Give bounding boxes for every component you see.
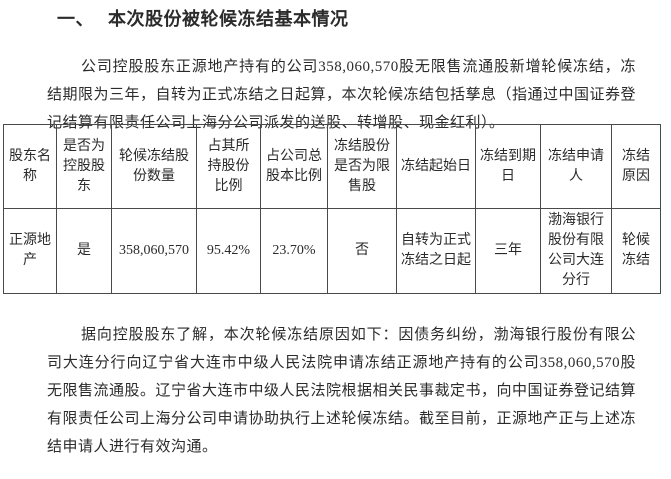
table-header-cell: 占其所持股份比例: [196, 124, 261, 209]
table-header-cell: 轮候冻结股份数量: [111, 124, 197, 209]
table-header-cell: 是否为控股股东: [56, 124, 112, 209]
share-freeze-table: 股东名称 是否为控股股东 轮候冻结股份数量 占其所持股份比例 占公司总股本比例 冻结股份是…: [3, 124, 661, 294]
table-header-cell: 冻结股份是否为限售股: [327, 124, 397, 209]
table-row: 正源地产是 358,060,570 95.42% 23.70% 否自转为正式冻结之日起三…: [3, 208, 661, 294]
table-cell: 渤海银行股份有限公司大连分行: [540, 208, 612, 294]
table-cell: 23.70%: [260, 208, 328, 294]
table-header-cell: 占公司总股本比例: [260, 124, 328, 209]
table-header-cell: 冻结起始日: [396, 124, 476, 209]
table-header-cell: 冻结原因: [611, 124, 661, 209]
table-cell: 95.42%: [196, 208, 261, 294]
table-cell: 自转为正式冻结之日起: [396, 208, 476, 294]
section-title: 本次股份被轮候冻结基本情况: [108, 9, 349, 29]
table-header-row: 股东名称 是否为控股股东 轮候冻结股份数量 占其所持股份比例 占公司总股本比例 冻结股份是…: [3, 124, 661, 209]
table-cell: 正源地产: [3, 208, 57, 294]
table-cell: 三年: [475, 208, 541, 294]
table-header-cell: 股东名称: [3, 124, 57, 209]
section-number: 一、: [57, 9, 94, 29]
table-cell: 是: [56, 208, 112, 294]
table-header-cell: 冻结申请人: [540, 124, 612, 209]
table-header-cell: 冻结到期日: [475, 124, 541, 209]
paragraph-reason: 据向控股股东了解，本次轮候冻结原因如下：因债务纠纷，渤海银行股份有限公司大连分行…: [47, 327, 637, 455]
table-cell: 否: [327, 208, 397, 294]
table-cell: 358,060,570: [111, 208, 197, 294]
section-heading: 一、 本次股份被轮候冻结基本情况: [57, 8, 349, 30]
table-cell: 轮候冻结: [611, 208, 661, 294]
